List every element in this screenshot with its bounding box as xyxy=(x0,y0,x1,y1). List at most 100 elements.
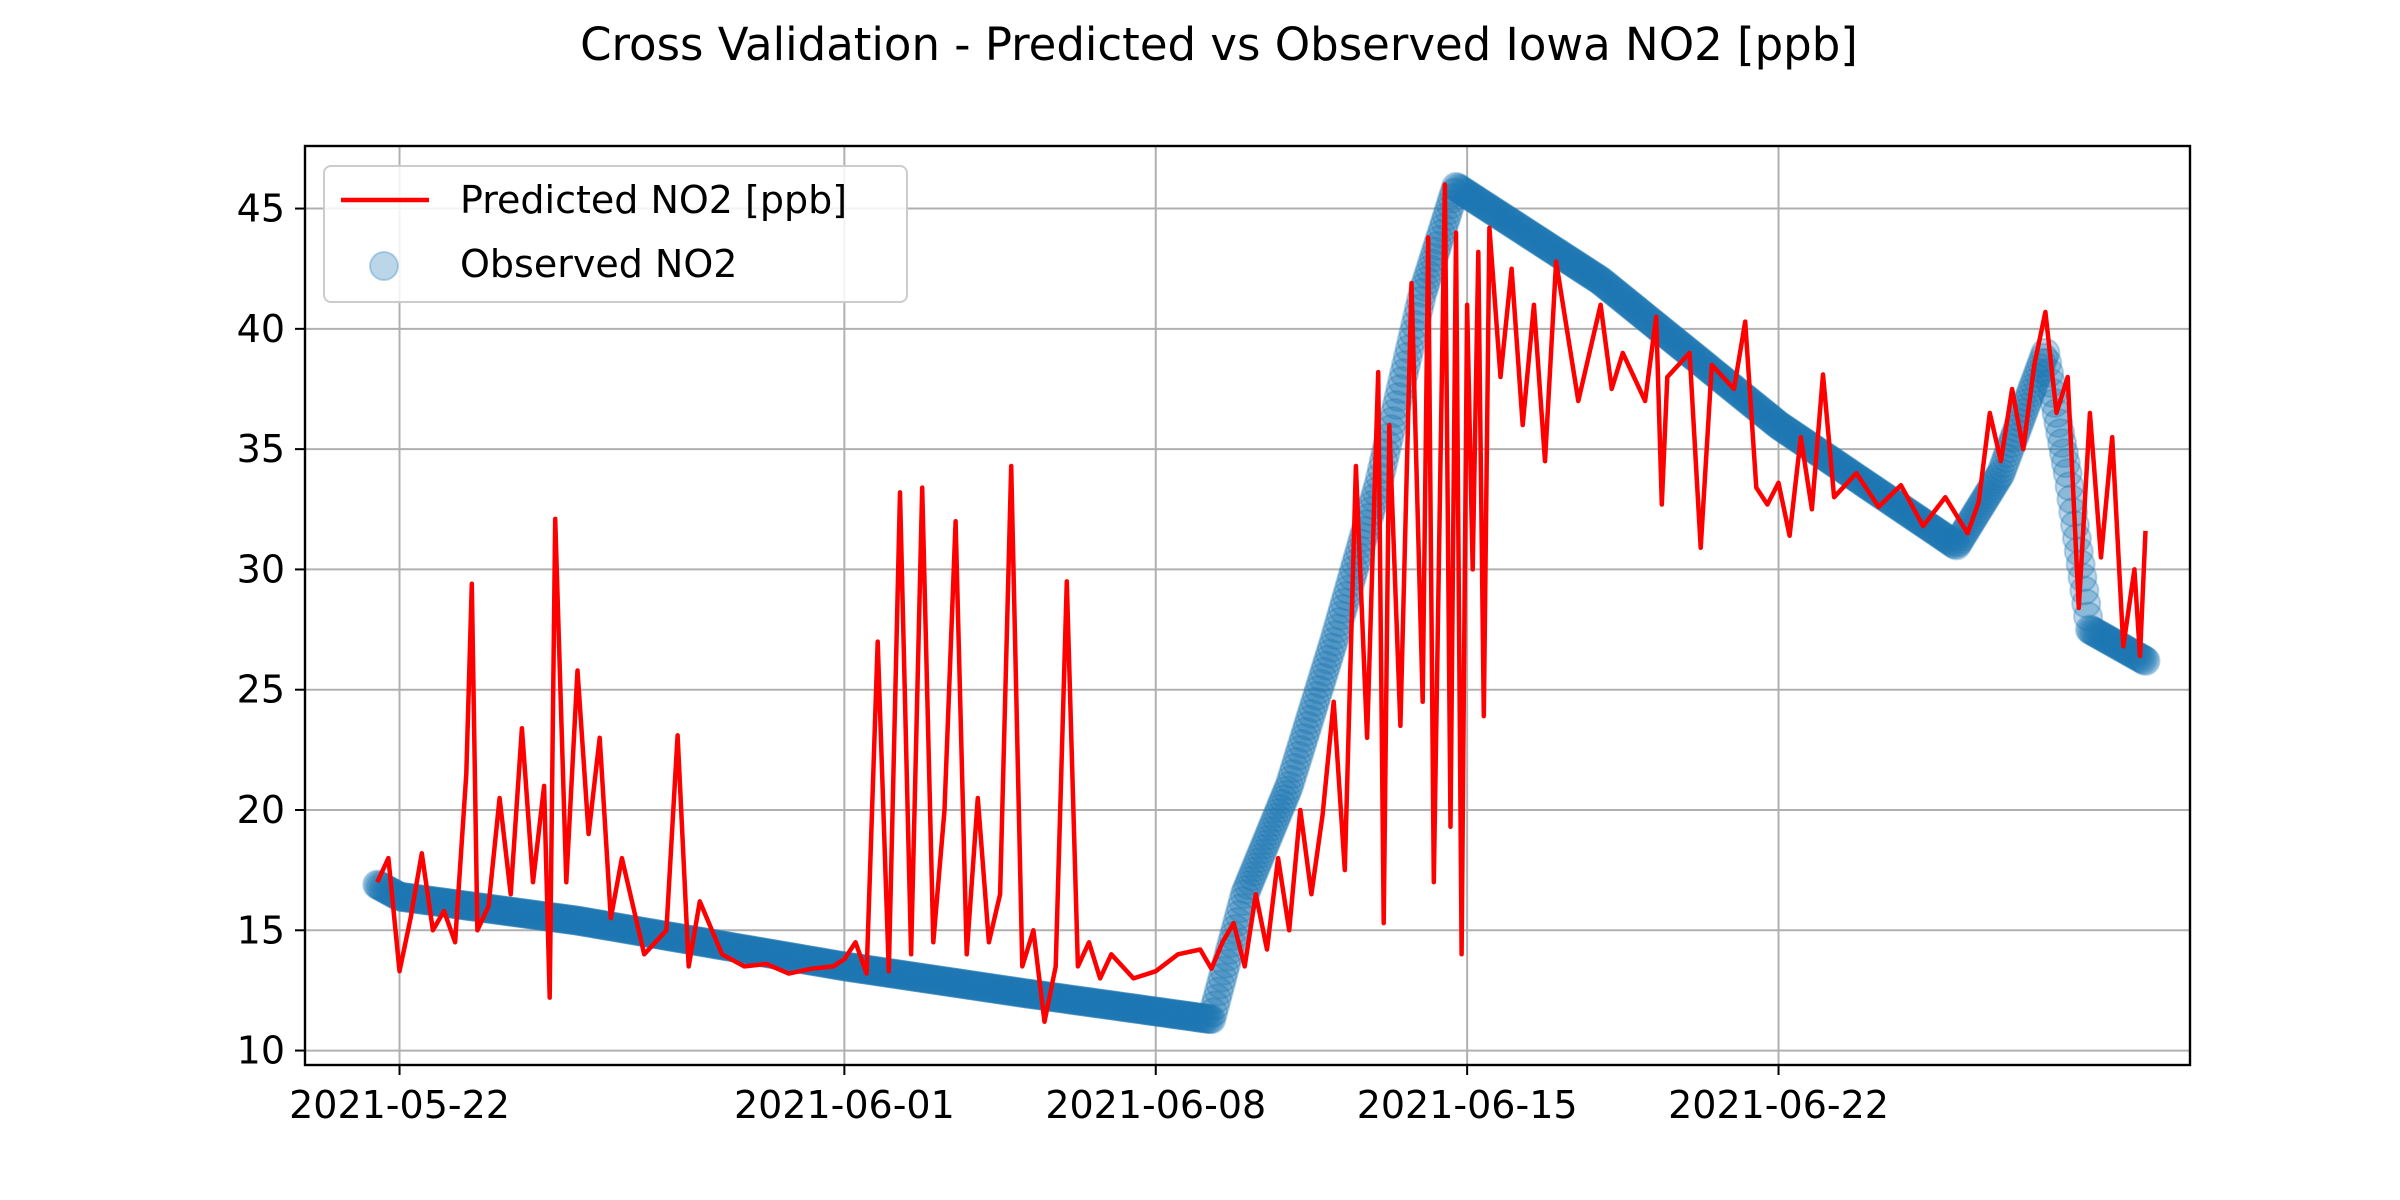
observed-point xyxy=(1242,847,1273,878)
observed-point xyxy=(1921,516,1952,547)
observed-point xyxy=(1340,548,1371,579)
observed-point xyxy=(493,896,524,927)
observed-point xyxy=(1615,289,1646,320)
observed-point xyxy=(1528,228,1559,259)
observed-point xyxy=(1170,1000,1201,1031)
observed-point xyxy=(582,909,613,940)
observed-point xyxy=(488,895,519,926)
observed-point xyxy=(1757,405,1788,436)
observed-point xyxy=(918,964,949,995)
observed-point xyxy=(579,908,610,939)
observed-point xyxy=(1926,520,1957,551)
observed-point xyxy=(966,971,997,1002)
observed-point xyxy=(1116,993,1147,1024)
observed-point xyxy=(1129,994,1160,1025)
observed-point xyxy=(1581,263,1612,294)
observed-point xyxy=(1468,189,1499,220)
observed-point xyxy=(1302,680,1333,711)
observed-point xyxy=(964,971,995,1002)
observed-point xyxy=(1544,239,1575,270)
observed-point xyxy=(1557,247,1588,278)
observed-point xyxy=(1318,626,1349,657)
observed-point xyxy=(1598,276,1629,307)
y-tick-label: 45 xyxy=(237,187,285,231)
observed-point xyxy=(492,896,523,927)
observed-point xyxy=(749,937,780,968)
observed-point xyxy=(573,907,604,938)
observed-point xyxy=(1492,205,1523,236)
observed-point xyxy=(1259,807,1290,838)
observed-point xyxy=(1064,985,1095,1016)
y-tick-label: 20 xyxy=(237,788,285,832)
observed-point xyxy=(1175,1001,1206,1032)
observed-point xyxy=(814,948,845,979)
observed-point xyxy=(1607,283,1638,314)
observed-point xyxy=(896,961,927,992)
observed-point xyxy=(910,963,941,994)
observed-point xyxy=(1248,834,1279,865)
observed-point xyxy=(1502,211,1533,242)
observed-point xyxy=(1111,992,1142,1023)
observed-point xyxy=(1296,698,1327,729)
observed-point xyxy=(1941,530,1972,561)
observed-point xyxy=(914,964,945,995)
observed-point xyxy=(1670,334,1701,365)
y-tick-label: 25 xyxy=(237,668,285,712)
observed-point xyxy=(1617,291,1648,322)
observed-point xyxy=(1261,802,1292,833)
observed-point xyxy=(1531,230,1562,261)
observed-point xyxy=(1756,404,1787,435)
y-tick-label: 10 xyxy=(237,1029,285,1073)
legend-observed-swatch xyxy=(369,251,399,281)
observed-point xyxy=(603,912,634,943)
observed-point xyxy=(951,969,982,1000)
observed-point xyxy=(1585,265,1616,296)
observed-point xyxy=(1059,985,1090,1016)
observed-point xyxy=(1487,201,1518,232)
observed-point xyxy=(1062,985,1093,1016)
observed-point xyxy=(1765,411,1796,442)
observed-point xyxy=(999,976,1030,1007)
observed-point xyxy=(1772,416,1803,447)
observed-point xyxy=(1244,843,1275,874)
observed-point xyxy=(1483,199,1514,230)
observed-point xyxy=(1276,764,1307,795)
observed-point xyxy=(1572,257,1603,288)
y-tick-label: 30 xyxy=(237,547,285,591)
observed-point xyxy=(1283,740,1314,771)
observed-point xyxy=(1266,788,1297,819)
observed-point xyxy=(1517,221,1548,252)
observed-point xyxy=(1272,775,1303,806)
observed-point xyxy=(1201,983,1232,1014)
observed-point xyxy=(1661,327,1692,358)
observed-point xyxy=(990,975,1021,1006)
observed-point xyxy=(2086,620,2117,651)
observed-point xyxy=(1246,838,1277,869)
observed-point xyxy=(1264,793,1295,824)
observed-point xyxy=(1311,650,1342,681)
observed-point xyxy=(907,962,938,993)
observed-point xyxy=(1289,722,1320,753)
observed-point xyxy=(575,907,606,938)
observed-point xyxy=(1498,209,1529,240)
observed-point xyxy=(929,966,960,997)
observed-point xyxy=(983,974,1014,1005)
observed-point xyxy=(1268,784,1299,815)
observed-point xyxy=(1561,250,1592,281)
observed-point xyxy=(731,934,762,965)
observed-point xyxy=(1774,417,1805,448)
observed-point xyxy=(1305,668,1336,699)
observed-point xyxy=(1620,294,1651,325)
observed-point xyxy=(1769,413,1800,444)
observed-point xyxy=(605,912,636,943)
observed-point xyxy=(1591,270,1622,301)
y-tick-label: 15 xyxy=(237,908,285,952)
observed-point xyxy=(920,964,951,995)
legend-predicted-label: Predicted NO2 [ppb] xyxy=(460,178,847,222)
observed-point xyxy=(1251,825,1282,856)
observed-point xyxy=(1568,254,1599,285)
observed-point xyxy=(1496,207,1527,238)
observed-point xyxy=(1187,1002,1218,1033)
observed-point xyxy=(2073,601,2104,632)
observed-point xyxy=(927,965,958,996)
